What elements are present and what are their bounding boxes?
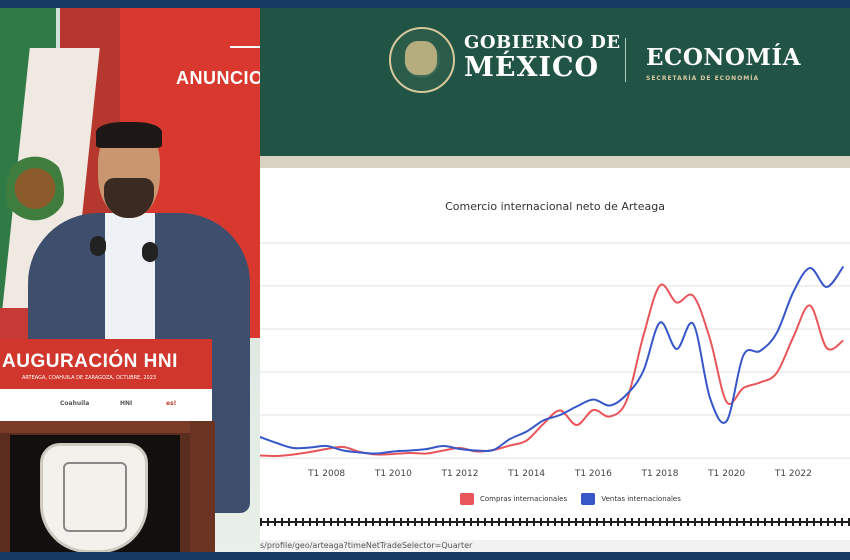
x-tick-label: T1 2008 xyxy=(307,469,345,479)
speaker-hair xyxy=(96,122,162,148)
podium-top xyxy=(0,421,215,433)
dept-title: ECONOMÍA xyxy=(646,44,801,71)
podium xyxy=(0,421,215,552)
line-chart: T1 2008 T1 2010 T1 2012 T1 2014 T1 2016 T1 20… xyxy=(260,242,850,479)
legend-label: Compras internacionales xyxy=(480,495,568,503)
legend-label: Ventas internacionales xyxy=(601,495,681,503)
coahuila-seal-icon xyxy=(40,443,148,552)
sponsor-logo: Coahuila xyxy=(60,400,90,407)
url-text: s/profile/geo/arteaga?timeNetTradeSelect… xyxy=(260,541,473,550)
legend-item-ventas[interactable]: Ventas internacionales xyxy=(581,493,681,505)
photo-panel: ANUNCIO I AUGURACIÓN HNI ARTEAGA, COAHUI… xyxy=(0,8,260,552)
header-stripe xyxy=(260,156,850,168)
gov-header xyxy=(260,8,850,158)
sponsor-logo: es! xyxy=(166,400,177,407)
legend-swatch-ventas xyxy=(581,493,596,505)
speaker-beard xyxy=(104,178,154,218)
seal-shield-icon xyxy=(63,462,127,532)
podium-side xyxy=(190,421,215,552)
podium-banner: AUGURACIÓN HNI ARTEAGA, COAHUILA DE ZARA… xyxy=(0,339,212,421)
chart-title: Comercio internacional neto de Arteaga xyxy=(445,200,665,213)
microphone-icon xyxy=(90,236,106,256)
legend-swatch-compras xyxy=(460,493,474,505)
header-divider xyxy=(625,38,626,82)
x-tick-label: T1 2016 xyxy=(574,469,612,479)
x-tick-label: T1 2012 xyxy=(441,469,479,479)
banner-red-band: AUGURACIÓN HNI ARTEAGA, COAHUILA DE ZARA… xyxy=(0,339,212,389)
chart-panel: Comercio internacional neto de Arteaga T… xyxy=(260,168,850,540)
dept-subtitle: SECRETARÍA DE ECONOMÍA xyxy=(646,75,760,82)
x-tick-label: T1 2014 xyxy=(507,469,545,479)
wall-accent-line xyxy=(230,46,260,48)
wall-text: ANUNCIO I xyxy=(176,68,260,88)
x-tick-label: T1 2020 xyxy=(707,469,745,479)
frame-bottom-border xyxy=(0,552,850,560)
banner-subtitle: ARTEAGA, COAHUILA DE ZARAGOZA, OCTUBRE, … xyxy=(22,375,157,381)
series-line-compras[interactable] xyxy=(260,283,844,458)
x-tick-label: T1 2018 xyxy=(641,469,679,479)
x-tick-label: T1 2022 xyxy=(774,469,812,479)
mexico-coat-of-arms-icon xyxy=(389,27,455,93)
gov-name-line1: GOBIERNO DE xyxy=(464,32,621,53)
legend-item-compras[interactable]: Compras internacionales xyxy=(460,493,567,505)
gov-name-line2: MÉXICO xyxy=(464,52,600,83)
flag-eagle-icon xyxy=(6,148,64,238)
timeline-slider[interactable] xyxy=(260,518,850,526)
podium-front xyxy=(10,435,180,552)
x-tick-label: T1 2010 xyxy=(374,469,412,479)
speaker-shirt xyxy=(105,213,155,343)
chart-legend: Compras internacionales Ventas internaci… xyxy=(460,493,693,507)
frame-top-border xyxy=(0,0,850,8)
banner-title: AUGURACIÓN HNI xyxy=(2,351,178,372)
series-line-ventas[interactable] xyxy=(260,265,845,455)
eagle-emblem-icon xyxy=(405,41,437,75)
sponsor-logo: HNI xyxy=(120,400,133,407)
url-bar[interactable]: s/profile/geo/arteaga?timeNetTradeSelect… xyxy=(260,540,850,552)
microphone-icon xyxy=(142,242,158,262)
